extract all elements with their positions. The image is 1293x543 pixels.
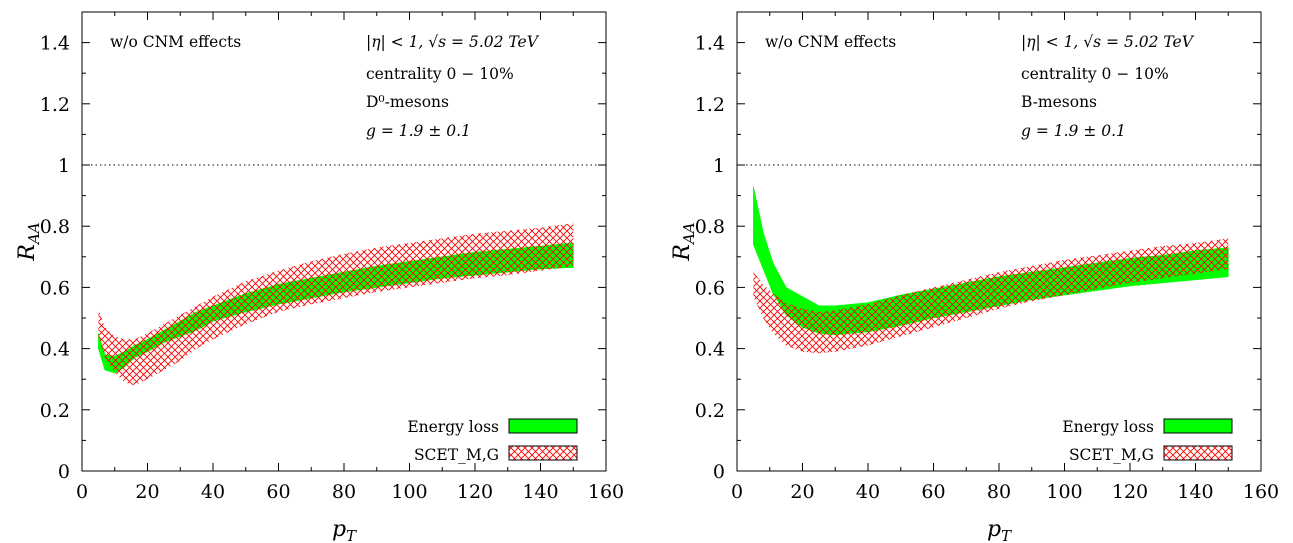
right-legend-label-scet: SCET_M,G [1069, 446, 1154, 464]
right-y-tick-label: 0.6 [695, 277, 725, 299]
right-plot-frame [736, 11, 1262, 472]
left-x-tick-label: 0 [76, 481, 88, 503]
right-y-axis-label: RAA [670, 222, 698, 261]
left-band-scet [98, 223, 574, 386]
right-x-tick-label: 0 [731, 481, 743, 503]
right-x-tick-label: 140 [1177, 481, 1213, 503]
right-x-tick-label: 40 [856, 481, 880, 503]
left-legend-swatch-energy-loss [508, 418, 578, 434]
right-y-tick-label: 0 [713, 461, 725, 483]
left-x-tick-label: 60 [266, 481, 290, 503]
right-annotation-meson: B-mesons [1021, 93, 1097, 111]
right-x-axis-label: pT [987, 517, 1012, 543]
panel-right: 0 20 40 60 80 100 120 140 160 0 0.2 0.4 0.6 0.8 1 1.2 1.… [670, 11, 1279, 543]
right-x-tick-label: 60 [921, 481, 945, 503]
left-y-tick-label: 0 [58, 461, 70, 483]
left-x-tick-label: 140 [522, 481, 558, 503]
right-y-tick-label: 1 [713, 155, 725, 177]
right-x-tick-label: 80 [987, 481, 1011, 503]
left-annotation-centrality: centrality 0 − 10% [366, 65, 514, 83]
right-x-tick-label: 100 [1046, 481, 1082, 503]
left-x-axis-label: pT [332, 517, 357, 543]
left-x-tick-label: 120 [457, 481, 493, 503]
left-x-tick-label: 40 [201, 481, 225, 503]
left-annotation-kinematics: |η| < 1, √s = 5.02 TeV [366, 33, 540, 51]
left-x-tick-label: 80 [332, 481, 356, 503]
left-y-tick-label: 0.4 [40, 339, 70, 361]
left-y-tick-label: 1.4 [40, 33, 70, 55]
right-legend-swatch-energy-loss [1163, 418, 1233, 434]
right-x-tick-label: 160 [1243, 481, 1279, 503]
left-legend-label-scet: SCET_M,G [414, 446, 499, 464]
left-y-tick-label: 0.6 [40, 277, 70, 299]
right-legend-label-energy-loss: Energy loss [1062, 418, 1154, 436]
right-y-tick-label: 0.8 [695, 216, 725, 238]
left-legend-label-energy-loss: Energy loss [407, 418, 499, 436]
left-annotation-cnm: w/o CNM effects [110, 33, 241, 51]
right-y-tick-label: 1.2 [695, 94, 725, 116]
left-y-tick-label: 1 [58, 155, 70, 177]
right-y-tick-label: 0.4 [695, 339, 725, 361]
right-x-tick-label: 20 [790, 481, 814, 503]
left-y-tick-label: 0.2 [40, 400, 70, 422]
right-annotation-cnm: w/o CNM effects [765, 33, 896, 51]
left-annotation-meson: D⁰-mesons [366, 93, 449, 111]
right-annotation-coupling: g = 1.9 ± 0.1 [1021, 122, 1126, 140]
right-annotation-centrality: centrality 0 − 10% [1021, 65, 1169, 83]
right-legend-swatch-scet [1163, 445, 1233, 461]
left-y-tick-label: 1.2 [40, 94, 70, 116]
right-y-tick-label: 0.2 [695, 400, 725, 422]
right-y-tick-label: 1.4 [695, 33, 725, 55]
panel-left: 0 20 40 60 80 100 120 140 160 0 0.2 0.4 0.6 0.8 1 1.2 1.… [15, 11, 624, 543]
right-annotation-kinematics: |η| < 1, √s = 5.02 TeV [1021, 33, 1195, 51]
right-band-scet [753, 238, 1229, 354]
left-y-axis-label: RAA [15, 222, 43, 261]
left-y-tick-label: 0.8 [40, 216, 70, 238]
left-x-tick-label: 160 [588, 481, 624, 503]
right-x-tick-label: 120 [1112, 481, 1148, 503]
left-annotation-coupling: g = 1.9 ± 0.1 [366, 122, 471, 140]
left-legend-swatch-scet [508, 445, 578, 461]
left-x-tick-label: 100 [391, 481, 427, 503]
left-x-tick-label: 20 [135, 481, 159, 503]
